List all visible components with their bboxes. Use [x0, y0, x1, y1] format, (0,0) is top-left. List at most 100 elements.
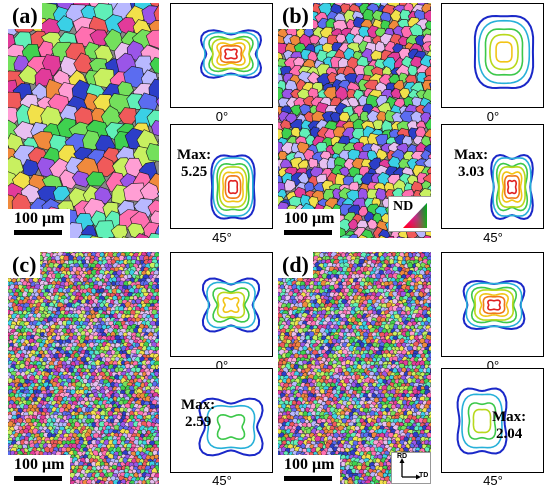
grain	[154, 262, 159, 268]
grain	[335, 33, 346, 44]
grain	[68, 432, 74, 438]
scale-bar-b: 100 μm	[278, 209, 341, 238]
nd-color-key: ND	[388, 196, 431, 232]
grain	[372, 119, 384, 130]
grain	[151, 399, 158, 405]
grain	[85, 171, 106, 187]
grain	[347, 233, 358, 238]
odf-section-b-0	[441, 3, 544, 108]
grain	[45, 396, 51, 402]
grain	[151, 120, 159, 137]
grain	[157, 378, 159, 384]
nd-label: ND	[393, 199, 414, 214]
grain	[136, 414, 144, 421]
contour-line	[484, 28, 524, 76]
grain	[386, 338, 392, 344]
grain	[41, 361, 47, 366]
grain	[316, 298, 323, 305]
scale-bar-line-c	[14, 476, 62, 481]
grain	[423, 157, 431, 169]
grain	[393, 255, 399, 261]
grain	[51, 341, 57, 348]
ebsd-map-b: (b) 100 μm ND	[278, 3, 431, 238]
contour-line	[216, 42, 246, 66]
grain	[98, 482, 103, 484]
grain	[59, 348, 66, 355]
grain	[347, 97, 360, 108]
panel-label-b: (b)	[278, 3, 313, 29]
grain	[158, 76, 159, 80]
grain	[334, 299, 339, 305]
grain	[107, 480, 114, 484]
contour-line	[224, 48, 238, 60]
contour-line	[222, 296, 240, 314]
grain	[135, 367, 141, 373]
grain	[157, 469, 159, 475]
grain	[427, 276, 431, 283]
odf-section-a-0	[170, 3, 273, 108]
grain	[308, 284, 315, 290]
grain	[412, 345, 418, 351]
grain	[17, 444, 23, 449]
grain	[145, 395, 152, 402]
odf-section-a-45: Max: 5.25	[170, 124, 273, 229]
grain	[429, 262, 431, 268]
grain	[157, 465, 159, 469]
grain	[357, 187, 370, 200]
contour-line	[216, 413, 246, 441]
grain	[281, 127, 293, 140]
grain	[107, 483, 111, 484]
grain	[426, 356, 431, 363]
contour-line	[216, 162, 250, 212]
grain	[361, 277, 367, 283]
grain	[359, 280, 366, 287]
grain	[19, 377, 26, 384]
grain	[307, 50, 318, 62]
grain	[428, 339, 431, 345]
scale-bar-text-a: 100 μm	[14, 210, 65, 227]
grain	[297, 360, 304, 366]
grain	[73, 482, 79, 484]
grain	[428, 352, 431, 358]
grain	[56, 15, 74, 33]
grain	[155, 407, 159, 413]
contour-line	[473, 14, 535, 90]
grain	[428, 43, 431, 54]
contour-line	[201, 277, 261, 333]
grain	[415, 252, 421, 258]
grain	[156, 330, 159, 337]
grain	[13, 291, 19, 297]
grain	[429, 312, 431, 319]
grain	[95, 465, 102, 471]
grain	[89, 235, 104, 238]
contour-line	[199, 29, 263, 79]
contour-line	[206, 404, 256, 450]
scale-bar-c: 100 μm	[8, 455, 71, 484]
grain	[101, 305, 108, 312]
grain	[375, 40, 386, 53]
grain	[116, 359, 123, 366]
grain	[110, 224, 128, 238]
max-value-c: Max: 2.59	[181, 397, 216, 430]
grain	[119, 482, 124, 484]
grain	[157, 415, 159, 420]
grain	[157, 462, 159, 467]
ipf-triangle-icon	[403, 203, 427, 228]
grain	[397, 324, 403, 330]
grain	[141, 479, 147, 484]
panel-label-a: (a)	[8, 3, 42, 29]
grain	[349, 360, 355, 366]
grain	[329, 111, 341, 123]
grain	[153, 4, 159, 23]
grain	[120, 385, 126, 391]
grain	[126, 273, 133, 279]
grain	[284, 179, 297, 192]
contour-line	[219, 44, 243, 64]
grain	[78, 363, 85, 369]
grain	[82, 276, 88, 282]
grain	[425, 367, 431, 374]
grain	[427, 326, 431, 333]
grain	[430, 336, 431, 339]
grain	[157, 435, 159, 442]
grain	[123, 483, 127, 484]
